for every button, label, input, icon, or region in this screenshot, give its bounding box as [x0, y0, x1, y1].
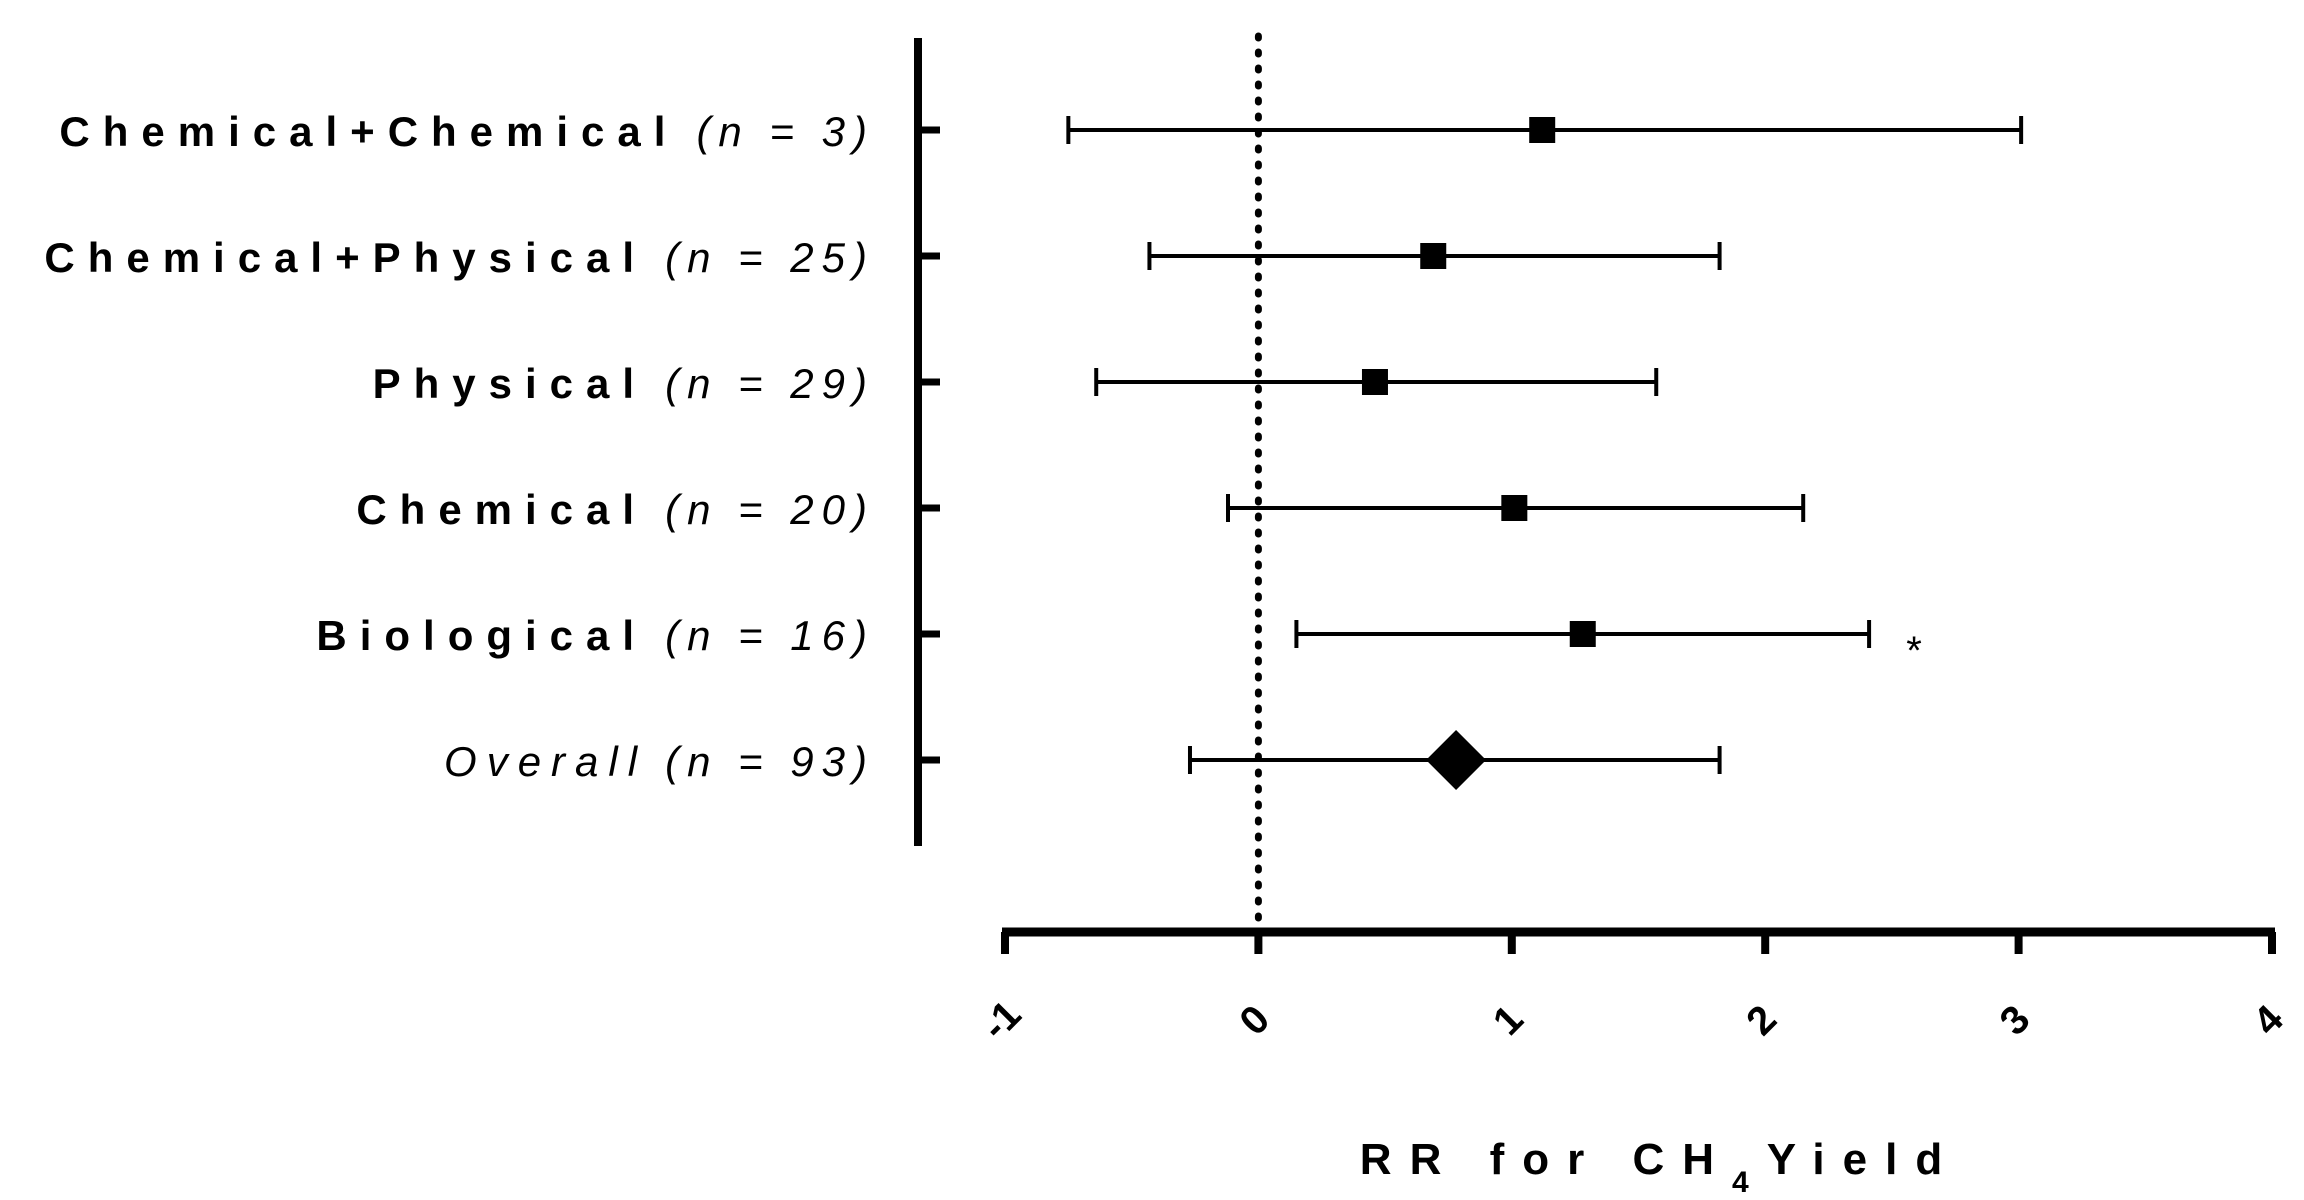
- category-name: Overall: [444, 738, 647, 785]
- forest-row: Overall (n = 93): [444, 730, 1722, 790]
- category-label: Chemical+Physical (n = 25): [44, 234, 875, 281]
- x-tick-label: 2: [1738, 997, 1785, 1044]
- category-name: Biological: [316, 612, 647, 659]
- estimate-marker: [1361, 369, 1388, 395]
- x-tick-label: 1: [1485, 997, 1532, 1044]
- forest-row: Chemical+Chemical (n = 3): [59, 108, 2024, 155]
- x-tick-label: 3: [1992, 997, 2039, 1044]
- x-tick-label: -1: [973, 992, 1029, 1048]
- category-label: Physical (n = 29): [373, 360, 875, 407]
- forest-row: Chemical+Physical (n = 25): [44, 234, 1722, 281]
- category-n: (n = 29): [665, 360, 875, 407]
- category-label: Chemical+Chemical (n = 3): [59, 108, 875, 155]
- category-n: (n = 25): [665, 234, 875, 281]
- category-n: (n = 16): [665, 612, 875, 659]
- category-name: Chemical+Physical: [44, 234, 647, 281]
- estimate-marker: [1529, 117, 1556, 143]
- estimate-marker: [1569, 621, 1596, 647]
- category-label: Chemical (n = 20): [356, 486, 875, 533]
- category-name: Physical: [373, 360, 647, 407]
- category-name: Chemical+Chemical: [59, 108, 678, 155]
- category-n: (n = 20): [665, 486, 875, 533]
- forest-row: Biological (n = 16) *: [316, 612, 1922, 673]
- x-axis: -1 0 1 2 3 4: [973, 927, 2292, 1049]
- estimate-marker: [1501, 495, 1528, 521]
- x-axis-title-suffix: Yield: [1767, 1135, 1961, 1184]
- x-tick-label: 0: [1231, 997, 1278, 1044]
- significance-annotation: *: [1906, 629, 1922, 673]
- x-tick-label: 4: [2245, 997, 2292, 1044]
- estimate-marker: [1420, 243, 1447, 269]
- category-label: Biological (n = 16): [316, 612, 875, 659]
- forest-rows: Chemical+Chemical (n = 3) Chemical+Physica…: [44, 108, 2024, 790]
- x-axis-title-main: RR for CH: [1360, 1135, 1732, 1184]
- x-axis-title-subscript: 4: [1732, 1166, 1749, 1199]
- category-n: (n = 3): [696, 108, 875, 155]
- forest-row: Physical (n = 29): [373, 360, 1659, 407]
- category-n: (n = 93): [665, 738, 875, 785]
- estimate-marker: [1426, 730, 1487, 790]
- category-name: Chemical: [356, 486, 647, 533]
- forest-row: Chemical (n = 20): [356, 486, 1806, 533]
- x-axis-title: RR for CH4 Yield: [1360, 1135, 1960, 1199]
- category-label: Overall (n = 93): [444, 738, 875, 785]
